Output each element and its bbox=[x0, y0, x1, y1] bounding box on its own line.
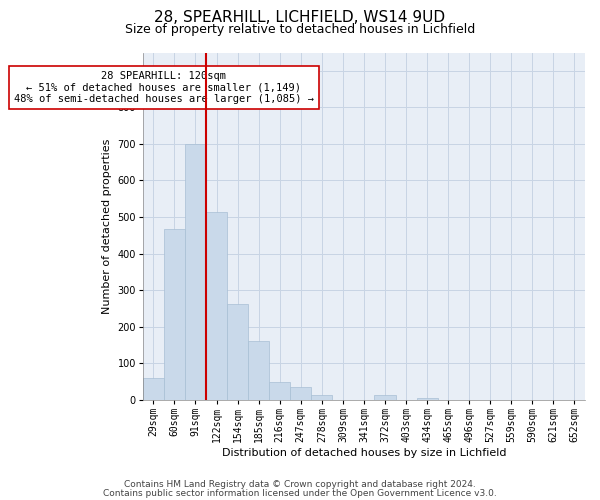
Text: 28, SPEARHILL, LICHFIELD, WS14 9UD: 28, SPEARHILL, LICHFIELD, WS14 9UD bbox=[154, 10, 446, 25]
Bar bbox=[416, 398, 437, 400]
Bar bbox=[164, 229, 185, 400]
Bar bbox=[143, 378, 164, 400]
Bar bbox=[185, 144, 206, 400]
Text: 28 SPEARHILL: 120sqm
← 51% of detached houses are smaller (1,149)
48% of semi-de: 28 SPEARHILL: 120sqm ← 51% of detached h… bbox=[14, 71, 314, 104]
Bar bbox=[290, 387, 311, 400]
Text: Size of property relative to detached houses in Lichfield: Size of property relative to detached ho… bbox=[125, 22, 475, 36]
Bar bbox=[311, 395, 332, 400]
Text: Contains public sector information licensed under the Open Government Licence v3: Contains public sector information licen… bbox=[103, 488, 497, 498]
Text: Contains HM Land Registry data © Crown copyright and database right 2024.: Contains HM Land Registry data © Crown c… bbox=[124, 480, 476, 489]
Bar bbox=[248, 342, 269, 400]
Bar bbox=[206, 212, 227, 400]
Bar bbox=[227, 304, 248, 400]
Bar bbox=[374, 396, 395, 400]
Y-axis label: Number of detached properties: Number of detached properties bbox=[102, 138, 112, 314]
Bar bbox=[269, 382, 290, 400]
X-axis label: Distribution of detached houses by size in Lichfield: Distribution of detached houses by size … bbox=[221, 448, 506, 458]
